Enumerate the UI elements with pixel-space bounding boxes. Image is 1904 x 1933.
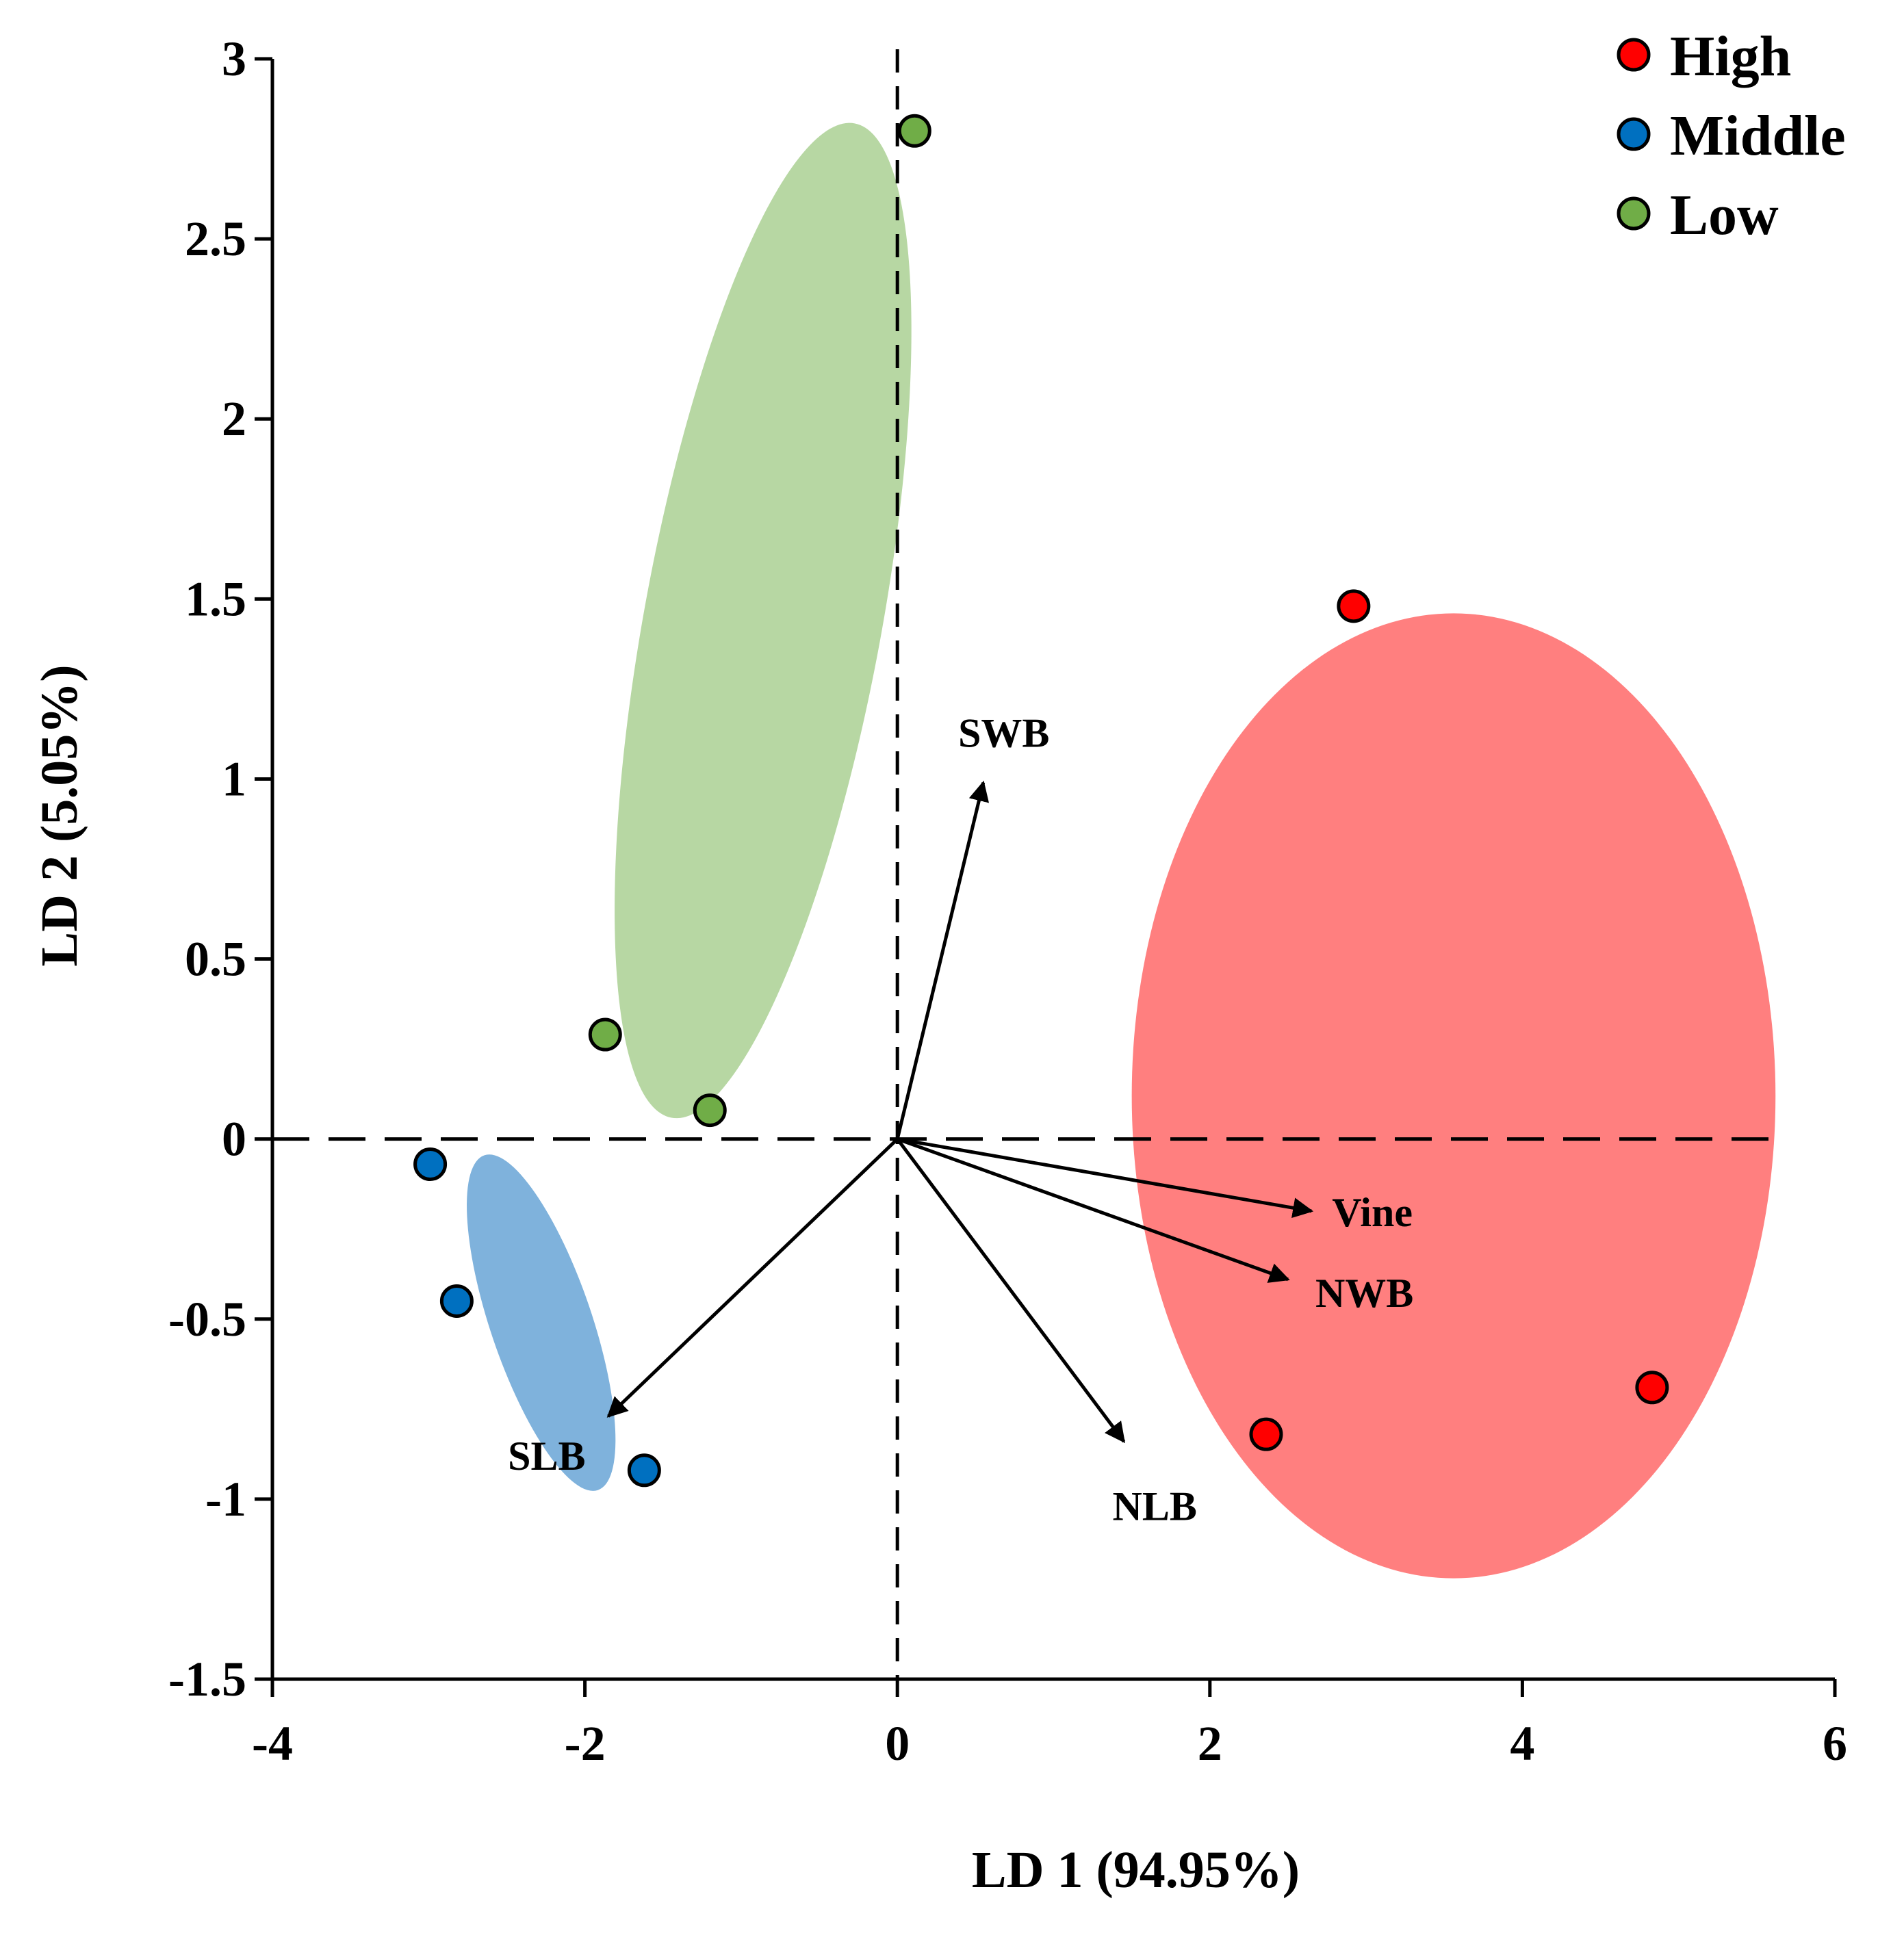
vector-label-swb: SWB <box>958 711 1049 756</box>
x-tick-label: 6 <box>1823 1716 1847 1771</box>
legend: High Middle Low <box>1617 25 1846 247</box>
tick-labels: 3 2.5 2 1.5 1 0.5 0 -0.5 -1 -1.5-4 -2 0 2 4 6 <box>168 31 1847 1771</box>
ellipse-high <box>1131 613 1776 1579</box>
y-tick-label: 1 <box>222 751 246 806</box>
reference-lines <box>272 49 1781 1679</box>
y-axis-title: LD 2 (5.05%) <box>31 664 88 966</box>
y-tick-label: 0.5 <box>185 932 246 987</box>
ellipse-low <box>615 122 912 1119</box>
point-low <box>693 1093 727 1128</box>
x-axis-title: LD 1 (94.95%) <box>972 1841 1300 1899</box>
y-tick-label: 1.5 <box>185 571 246 626</box>
legend-marker-low <box>1617 196 1651 231</box>
vector-label-vine: Vine <box>1332 1190 1413 1235</box>
point-high <box>1337 589 1371 623</box>
legend-label-low: Low <box>1670 183 1779 247</box>
point-low <box>897 114 931 148</box>
x-tick-label: -4 <box>252 1716 293 1771</box>
group-ellipses <box>467 122 1776 1579</box>
y-tick-label: -1 <box>205 1472 246 1527</box>
vector-label-slb: SLB <box>508 1433 585 1479</box>
point-low <box>588 1017 622 1052</box>
y-tick-label: 2 <box>222 391 246 446</box>
ellipse-middle <box>467 1154 616 1491</box>
x-tick-label: -2 <box>565 1716 606 1771</box>
x-tick-label: 4 <box>1510 1716 1534 1771</box>
y-tick-label: 3 <box>222 31 246 86</box>
point-high <box>1249 1417 1283 1451</box>
legend-marker-high <box>1617 38 1651 72</box>
vector-nwb <box>897 1137 1290 1283</box>
vector-swb <box>895 780 990 1140</box>
vector-nlb <box>896 1138 1126 1444</box>
point-middle <box>413 1147 448 1182</box>
y-tick-label: 0 <box>222 1112 246 1167</box>
vector-vine <box>897 1137 1314 1219</box>
point-middle <box>627 1453 661 1488</box>
loading-vectors: SWB Vine NWB NLB SLB <box>508 711 1413 1529</box>
point-middle <box>439 1284 474 1318</box>
y-tick-label: -0.5 <box>168 1292 246 1347</box>
axes <box>255 57 1837 1697</box>
x-tick-label: 0 <box>885 1716 910 1771</box>
point-high <box>1635 1371 1669 1405</box>
legend-label-middle: Middle <box>1670 104 1846 168</box>
y-tick-label: -1.5 <box>168 1652 246 1707</box>
y-tick-label: 2.5 <box>185 211 246 266</box>
data-points <box>413 114 1669 1488</box>
legend-label-high: High <box>1670 25 1791 88</box>
vector-slb <box>606 1137 899 1418</box>
legend-marker-middle <box>1617 117 1651 151</box>
vector-label-nlb: NLB <box>1113 1484 1197 1529</box>
x-tick-label: 2 <box>1198 1716 1222 1771</box>
vector-label-nwb: NWB <box>1315 1271 1413 1316</box>
